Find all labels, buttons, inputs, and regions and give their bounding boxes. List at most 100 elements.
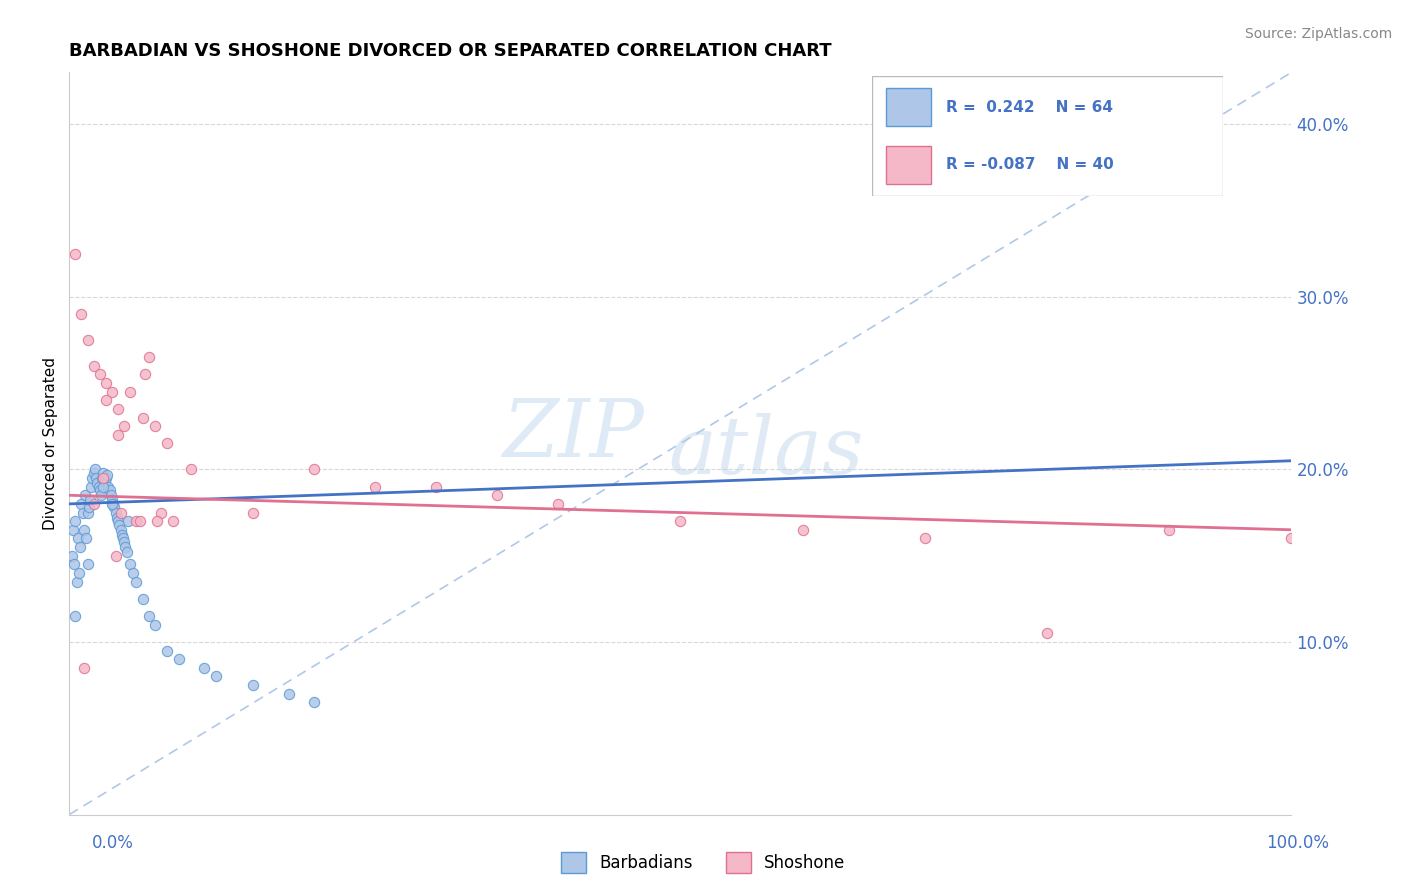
Point — [129, 514, 152, 528]
Point — [75, 532, 97, 546]
Text: atlas: atlas — [668, 413, 863, 491]
Point — [97, 480, 120, 494]
Point — [117, 514, 139, 528]
Text: R =  0.242    N = 64: R = 0.242 N = 64 — [946, 100, 1112, 115]
Text: R = -0.087    N = 40: R = -0.087 N = 40 — [946, 157, 1114, 172]
Point — [104, 506, 127, 520]
Legend: Barbadians, Shoshone: Barbadians, Shoshone — [554, 846, 852, 880]
Point — [107, 401, 129, 416]
Point — [914, 532, 936, 546]
Point — [302, 695, 325, 709]
Point — [108, 517, 131, 532]
Point — [93, 480, 115, 494]
Point — [120, 558, 142, 572]
Point — [77, 500, 100, 515]
Point — [89, 368, 111, 382]
Point — [65, 514, 87, 528]
Point — [76, 506, 98, 520]
Point — [90, 488, 112, 502]
Point — [112, 534, 135, 549]
Point — [143, 617, 166, 632]
Point — [1281, 532, 1303, 546]
Point — [111, 532, 134, 546]
Point — [110, 523, 132, 537]
Point — [101, 497, 124, 511]
Point — [103, 497, 125, 511]
Point — [80, 480, 103, 494]
Point — [82, 471, 104, 485]
Point — [76, 558, 98, 572]
Point — [70, 307, 93, 321]
Point — [67, 566, 90, 580]
Point — [112, 419, 135, 434]
Point — [138, 609, 160, 624]
Point — [65, 574, 87, 589]
Point — [115, 545, 138, 559]
Point — [278, 687, 301, 701]
Point — [93, 466, 115, 480]
Point — [93, 475, 115, 489]
Point — [1159, 523, 1181, 537]
Point — [121, 566, 143, 580]
Point — [79, 493, 101, 508]
Point — [94, 471, 117, 485]
Text: ZIP: ZIP — [502, 396, 644, 474]
Point — [83, 497, 105, 511]
Point — [156, 436, 179, 450]
Point — [134, 368, 156, 382]
Point — [98, 483, 121, 497]
Text: BARBADIAN VS SHOSHONE DIVORCED OR SEPARATED CORRELATION CHART: BARBADIAN VS SHOSHONE DIVORCED OR SEPARA… — [69, 42, 832, 60]
Point — [107, 428, 129, 442]
Point — [111, 528, 134, 542]
Point — [65, 246, 87, 260]
FancyBboxPatch shape — [886, 145, 932, 185]
Point — [105, 510, 128, 524]
Point — [94, 376, 117, 390]
Point — [156, 643, 179, 657]
Point — [83, 359, 105, 373]
Point — [104, 549, 127, 563]
Point — [792, 523, 814, 537]
Point — [167, 652, 190, 666]
Y-axis label: Divorced or Separated: Divorced or Separated — [44, 357, 58, 530]
Point — [131, 591, 153, 606]
Point — [180, 462, 202, 476]
Point — [125, 514, 148, 528]
Point — [302, 462, 325, 476]
Point — [143, 419, 166, 434]
Point — [87, 480, 110, 494]
Point — [205, 669, 228, 683]
Point — [91, 471, 114, 485]
Point — [110, 506, 132, 520]
Text: 100.0%: 100.0% — [1265, 834, 1329, 852]
Point — [62, 523, 84, 537]
Point — [162, 514, 184, 528]
Point — [146, 514, 169, 528]
Point — [84, 471, 107, 485]
Point — [89, 483, 111, 497]
Point — [75, 488, 97, 502]
Text: 0.0%: 0.0% — [91, 834, 134, 852]
Point — [1036, 626, 1059, 640]
Point — [125, 574, 148, 589]
Point — [63, 558, 86, 572]
Point — [669, 514, 692, 528]
Point — [131, 410, 153, 425]
Point — [93, 471, 115, 485]
Point — [547, 497, 569, 511]
Point — [149, 506, 172, 520]
Point — [364, 480, 387, 494]
Point — [83, 462, 105, 476]
Point — [72, 506, 94, 520]
Point — [242, 506, 264, 520]
Point — [66, 532, 89, 546]
Point — [114, 540, 136, 554]
Point — [107, 514, 129, 528]
Text: Source: ZipAtlas.com: Source: ZipAtlas.com — [1244, 27, 1392, 41]
Point — [193, 661, 215, 675]
Point — [86, 476, 108, 491]
Point — [103, 500, 125, 515]
Point — [73, 523, 96, 537]
Point — [60, 549, 83, 563]
Point — [76, 333, 98, 347]
